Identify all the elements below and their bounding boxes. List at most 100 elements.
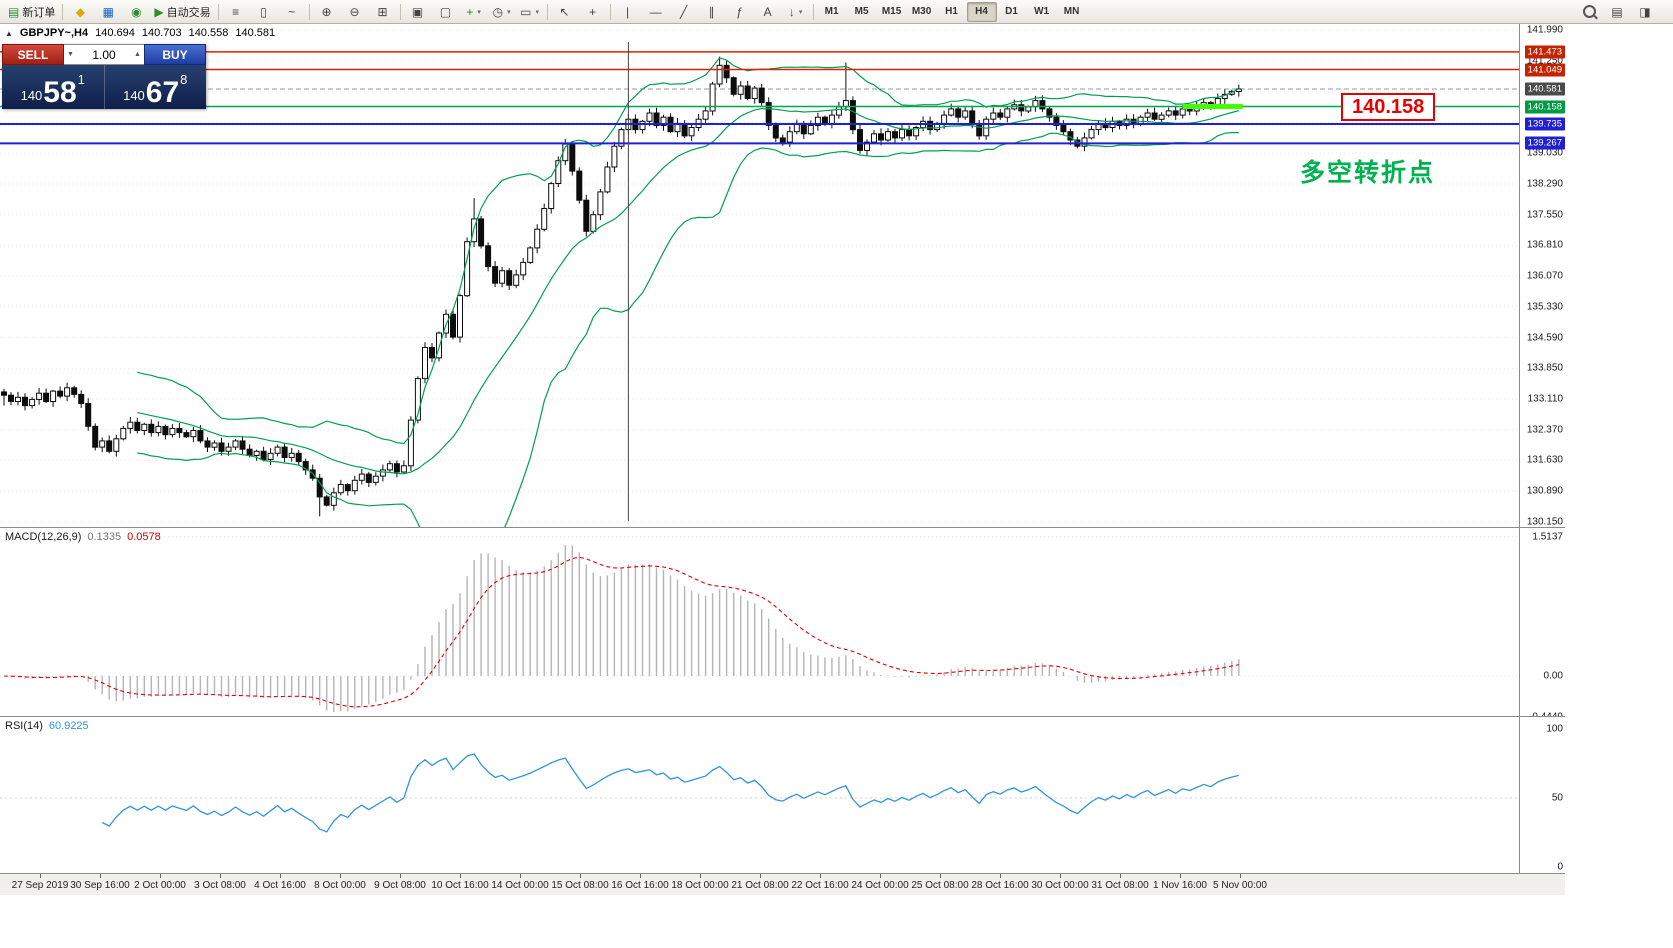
lot-size-value[interactable]: 1.00 [92,47,116,62]
indicators-button[interactable]: + ▾ [460,1,488,23]
crosshair-icon: + [589,4,597,19]
channel-tool-button[interactable]: ∥ [698,1,726,23]
price-tick: 136.070 [1526,270,1563,282]
tf-m5-button[interactable]: M5 [854,6,869,17]
time-label[interactable]: 10 Oct 16:00 [431,880,489,891]
cascade-windows-button[interactable]: ▣ [404,1,432,23]
zoom-in-button[interactable]: ⊕ [313,1,341,23]
metaquotes-button[interactable]: ◆ [66,1,94,23]
rsi-value: 60.9225 [48,720,89,732]
tf-m30-button[interactable]: M30 [911,6,932,17]
line-mode-button[interactable]: ~ [278,1,306,23]
time-tick [880,874,881,878]
time-label[interactable]: 3 Oct 08:00 [194,880,246,891]
time-label[interactable]: 9 Oct 08:00 [374,880,426,891]
price-tick: 138.290 [1526,178,1563,190]
time-label[interactable]: 28 Oct 16:00 [971,880,1029,891]
periods-icon: ◷ [492,4,504,19]
time-label[interactable]: 31 Oct 08:00 [1091,880,1149,891]
buy-button[interactable]: BUY [144,44,206,65]
bars-mode-button[interactable]: ≡ [222,1,250,23]
time-label[interactable]: 5 Nov 00:00 [1213,880,1267,891]
time-label[interactable]: 1 Nov 16:00 [1153,880,1207,891]
time-label[interactable]: 8 Oct 00:00 [314,880,366,891]
macd-axis: 1.5137 0.00 -0.4449 [1519,528,1565,716]
bollinger-upper [137,57,1240,445]
time-label[interactable]: 16 Oct 16:00 [611,880,669,891]
lot-increase-icon[interactable]: ▲ [134,51,141,58]
price-level-badge: 141.049 [1524,63,1565,76]
lot-size-field[interactable]: ▼ 1.00 ▲ [64,44,144,65]
time-tick [820,874,821,878]
candles-mode-button[interactable]: ▯ [250,1,278,23]
sell-button[interactable]: SELL [2,44,64,65]
vline-tool-button[interactable]: | [614,1,642,23]
ask-pips: 67 [145,75,180,109]
main-chart[interactable] [0,24,1519,527]
fibonacci-tool-button[interactable]: ƒ [726,1,754,23]
macd-axis-tick: -0.4449 [1529,712,1563,717]
autotrading-button[interactable]: ▶ 自动交易 [150,1,214,23]
time-label[interactable]: 30 Sep 16:00 [70,880,130,891]
tf-h1-button[interactable]: H1 [945,6,958,17]
macd-axis-tick: 1.5137 [1532,531,1563,543]
charts-button[interactable]: ▦ [94,1,122,23]
trendline-tool-button[interactable]: ╱ [670,1,698,23]
time-label[interactable]: 2 Oct 00:00 [134,880,186,891]
arrange-windows-button[interactable]: ▢ [432,1,460,23]
tf-h4-button[interactable]: H4 [966,1,997,22]
data-window-button[interactable]: ▤ [1603,1,1631,23]
time-tick [640,874,641,878]
time-label[interactable]: 27 Sep 2019 [11,880,69,891]
time-label[interactable]: 14 Oct 00:00 [491,880,549,891]
rsi-line [101,753,1239,833]
time-label[interactable]: 25 Oct 08:00 [911,880,969,891]
lot-decrease-icon[interactable]: ▼ [67,51,74,58]
periods-button[interactable]: ◷ ▾ [488,1,516,23]
time-label[interactable]: 4 Oct 16:00 [254,880,306,891]
crosshair-button[interactable]: + [579,1,607,23]
tf-w1-button[interactable]: W1 [1034,6,1050,17]
price-tick: 141.250 [1526,55,1563,67]
toolbar-separator [812,3,814,20]
search-button[interactable] [1575,1,1603,23]
time-label[interactable]: 18 Oct 00:00 [671,880,729,891]
tf-m15-button[interactable]: M15 [881,6,902,17]
panels-button[interactable]: ◨ [1631,1,1659,23]
tf-d1-button[interactable]: D1 [1005,6,1018,17]
one-click-toggle-icon[interactable]: ▲ [5,28,13,38]
text-tool-button[interactable]: A [754,1,782,23]
macd-name: MACD(12,26,9) [5,531,82,543]
candles-mode-icon: ▯ [260,4,267,19]
time-axis[interactable]: 27 Sep 2019 30 Sep 16:00 2 Oct 00:00 3 Oct … [0,873,1565,895]
cursor-button[interactable]: ↖ [551,1,579,23]
price-callout[interactable]: 140.158 [1341,93,1436,121]
macd-chart[interactable] [0,528,1519,716]
zoom-out-button[interactable]: ⊖ [341,1,369,23]
new-order-button[interactable]: ▤ 新订单 [4,1,59,23]
mql5-button[interactable]: ◉ [122,1,150,23]
tf-m1-button[interactable]: M1 [824,6,839,17]
time-label[interactable]: 24 Oct 00:00 [851,880,909,891]
mql5-icon: ◉ [131,4,142,19]
time-label[interactable]: 15 Oct 08:00 [551,880,609,891]
toolbar-left-group: ▤ 新订单 ◆ ▦ ◉ ▶ 自动交易 ≡ ▯ ~ ⊕ ⊖ ⊞ ▣ ▢ + ▾ ◷ ▾ ▭ ▾ ↖ + | — ╱ ∥ ƒ A ↓ ▾ M1 M5… [4,0,1087,24]
tile-windows-button[interactable]: ⊞ [369,1,397,23]
ask-price: 140 67 8 [105,65,207,109]
hline-tool-button[interactable]: — [642,1,670,23]
time-label[interactable]: 21 Oct 08:00 [731,880,789,891]
rsi-chart[interactable] [0,717,1519,873]
price-axis[interactable]: 141.990141.250140.510139.770139.030138.2… [1519,24,1565,527]
toolbar-right-group: ▤ ◨ [1575,0,1669,24]
rsi-axis-tick: 100 [1546,723,1563,735]
time-label[interactable]: 30 Oct 00:00 [1031,880,1089,891]
zoom-out-icon: ⊖ [349,4,360,19]
autotrading-icon: ▶ [154,4,164,19]
price-tick: 131.630 [1526,454,1563,466]
templates-button[interactable]: ▭ ▾ [516,1,544,23]
price-level-badge: 140.581 [1524,82,1565,96]
tf-mn-button[interactable]: MN [1063,6,1080,17]
time-tick [460,874,461,878]
arrow-tool-button[interactable]: ↓ ▾ [782,1,810,23]
time-label[interactable]: 22 Oct 16:00 [791,880,849,891]
